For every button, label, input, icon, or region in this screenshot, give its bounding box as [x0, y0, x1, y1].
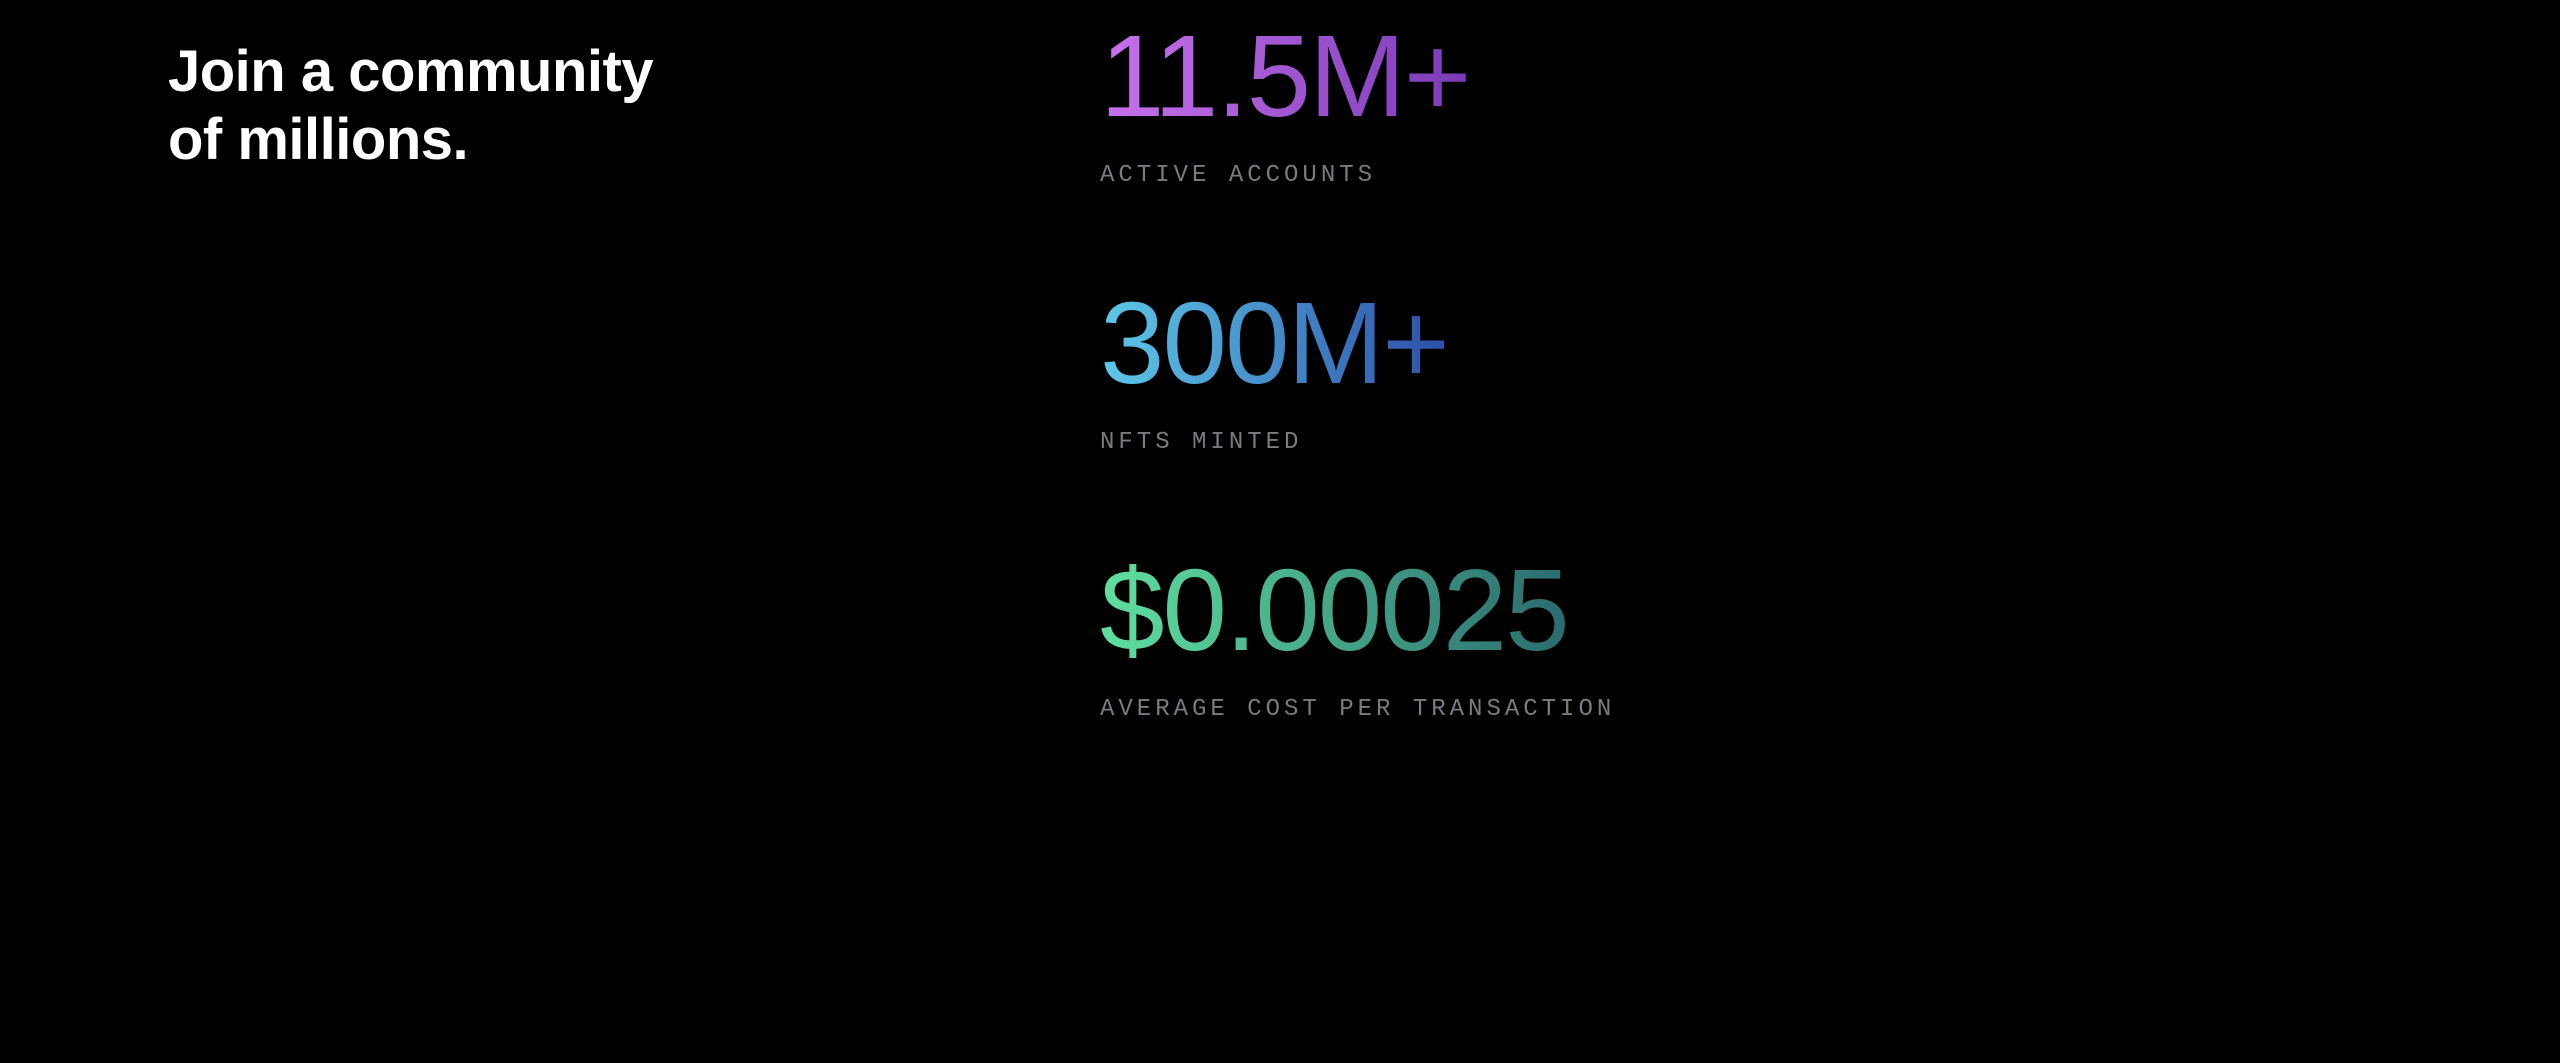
stats-list: 11.5M+ ACTIVE ACCOUNTS 300M+ NFTS MINTED… — [1100, 18, 1615, 723]
stat-label: AVERAGE COST PER TRANSACTION — [1100, 696, 1615, 723]
stat-label: NFTS MINTED — [1100, 429, 1615, 456]
section-headline: Join a community of millions. — [168, 38, 653, 175]
stats-section: Join a community of millions. 11.5M+ ACT… — [0, 0, 2560, 1063]
stat-value: 300M+ — [1100, 285, 1448, 401]
stat-nfts-minted: 300M+ NFTS MINTED — [1100, 285, 1615, 456]
stat-label: ACTIVE ACCOUNTS — [1100, 162, 1615, 189]
stat-active-accounts: 11.5M+ ACTIVE ACCOUNTS — [1100, 18, 1615, 189]
stat-value: 11.5M+ — [1100, 18, 1470, 134]
stat-value: $0.00025 — [1100, 552, 1568, 668]
stat-avg-cost: $0.00025 AVERAGE COST PER TRANSACTION — [1100, 552, 1615, 723]
